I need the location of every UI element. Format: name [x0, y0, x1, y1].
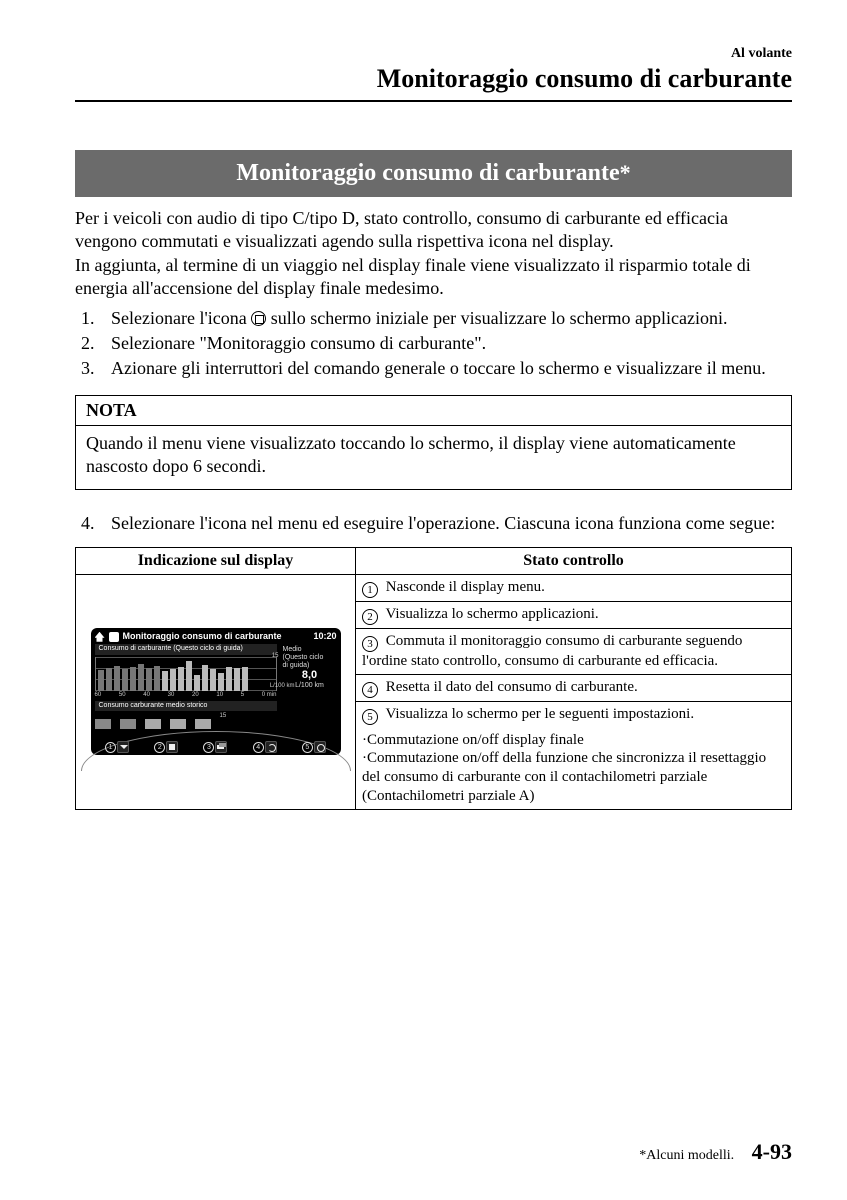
btn-5: 5 [302, 741, 326, 753]
row-4: 4 Resetta il dato del consumo di carbura… [356, 674, 792, 701]
footer-note: *Alcuni modelli. [639, 1148, 734, 1163]
btn-2-num: 2 [154, 742, 165, 753]
history-bars: 15 [91, 711, 281, 729]
btn-3-num: 3 [203, 742, 214, 753]
btn-4-num: 4 [253, 742, 264, 753]
y-hi: 15 [272, 653, 279, 661]
page: Al volante Monitoraggio consumo di carbu… [0, 0, 847, 1200]
nota-title: NOTA [76, 396, 791, 426]
display-titlebar: Monitoraggio consumo di carburante 10:20 [91, 628, 341, 644]
chart-xaxis: 60504030201050 min [95, 691, 277, 701]
app-icon [109, 632, 119, 642]
nota-box: NOTA Quando il menu viene visualizzato t… [75, 395, 792, 490]
infotainment-display: Monitoraggio consumo di carburante 10:20… [91, 628, 341, 755]
step-3: 3.Azionare gli interruttori del comando … [81, 357, 792, 380]
th-display: Indicazione sul display [76, 547, 356, 574]
side-l1: Medio [283, 646, 337, 654]
side-l3: di guida) [283, 662, 337, 670]
row-4-text: Resetta il dato del consumo di carburant… [386, 679, 638, 695]
th-control: Stato controllo [356, 547, 792, 574]
step-4-text: Selezionare l'icona nel menu ed eseguire… [111, 513, 775, 533]
step-2-text: Selezionare "Monitoraggio consumo di car… [111, 333, 486, 353]
paragraph-1: Per i veicoli con audio di tipo C/tipo D… [75, 207, 792, 254]
row-5-text: Visualizza lo schermo per le seguenti im… [385, 706, 694, 722]
header-small: Al volante [75, 46, 792, 62]
row-1-text: Nasconde il display menu. [386, 579, 545, 595]
y-unit: L/100 km [270, 683, 295, 691]
reset-icon [265, 741, 277, 753]
apps-icon [166, 741, 178, 753]
btn-4: 4 [253, 741, 277, 753]
section-banner: Monitoraggio consumo di carburante* [75, 150, 792, 197]
step-4-list: 4.Selezionare l'icona nel menu ed esegui… [81, 512, 792, 535]
btn-1-num: 1 [105, 742, 116, 753]
btn-5-num: 5 [302, 742, 313, 753]
step-1a: Selezionare l'icona [111, 308, 251, 328]
header-rule [75, 100, 792, 102]
btn-1: 1 [105, 741, 129, 753]
cycle-icon [215, 741, 227, 753]
fuel-chart: 15 L/100 km 60504030201050 min [95, 655, 277, 701]
btn-2: 2 [154, 741, 178, 753]
display-clock: 10:20 [313, 631, 336, 642]
row-5-sub: ·Commutazione on/off display finale ·Com… [356, 728, 792, 810]
row-5-b1: ·Commutazione on/off display finale [362, 732, 584, 748]
step-1b: sullo schermo iniziale per visualizzare … [266, 308, 727, 328]
display-title: Monitoraggio consumo di carburante [123, 631, 282, 642]
row-2: 2 Visualizza lo schermo applicazioni. [356, 601, 792, 628]
step-3-text: Azionare gli interruttori del comando ge… [111, 358, 766, 378]
row-5-b2: ·Commutazione on/off della funzione che … [362, 749, 785, 805]
step-2: 2.Selezionare "Monitoraggio consumo di c… [81, 332, 792, 355]
banner-asterisk: * [620, 160, 631, 185]
applications-icon [251, 311, 266, 326]
nota-body: Quando il menu viene visualizzato toccan… [76, 426, 791, 489]
icon-function-table: Indicazione sul display Stato controllo … [75, 547, 792, 810]
header-big: Monitoraggio consumo di carburante [75, 64, 792, 94]
banner-text: Monitoraggio consumo di carburante [236, 160, 619, 186]
footer: *Alcuni modelli. 4-93 [639, 1139, 792, 1165]
paragraph-2: In aggiunta, al termine di un viaggio ne… [75, 254, 792, 301]
row-5: 5 Visualizza lo schermo per le seguenti … [356, 701, 792, 728]
display-mock-cell: Monitoraggio consumo di carburante 10:20… [76, 574, 356, 809]
home-icon [95, 632, 105, 642]
bottom-buttons: 1 2 3 4 5 [91, 741, 341, 753]
steps-1-3: 1. Selezionare l'icona sullo schermo ini… [81, 307, 792, 381]
page-number: 4-93 [752, 1139, 792, 1164]
step-4: 4.Selezionare l'icona nel menu ed esegui… [81, 512, 792, 535]
row-3: 3 Commuta il monitoraggio consumo di car… [356, 628, 792, 674]
row-1: 1 Nasconde il display menu. [356, 574, 792, 601]
row-3-text: Commuta il monitoraggio consumo di carbu… [362, 633, 742, 669]
display-sub1: Consumo di carburante (Questo ciclo di g… [95, 644, 277, 655]
avg-value: 8,0 [283, 669, 337, 681]
step-1: 1. Selezionare l'icona sullo schermo ini… [81, 307, 792, 330]
gear-icon [314, 741, 326, 753]
chart-bars [95, 657, 277, 691]
display-bottom: 1 2 3 4 5 [91, 729, 341, 755]
btn-3: 3 [203, 741, 227, 753]
row-2-text: Visualizza lo schermo applicazioni. [385, 606, 598, 622]
display-sub2: Consumo carburante medio storico [95, 701, 277, 712]
hist-y: 15 [220, 713, 227, 721]
side-l2: (Questo ciclo [283, 654, 337, 662]
chevron-down-icon [117, 741, 129, 753]
